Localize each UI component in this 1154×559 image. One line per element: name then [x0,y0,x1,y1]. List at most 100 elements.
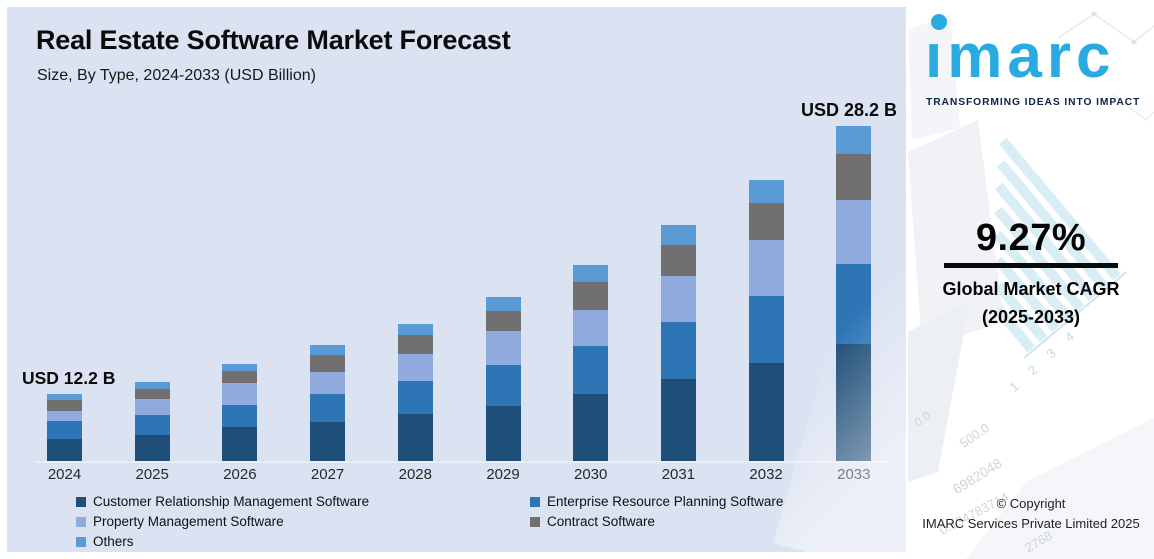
segment-customer-relationship-management-software [573,393,609,461]
segment-contract-software [47,399,82,411]
segment-others [660,224,696,245]
chart-subtitle: Size, By Type, 2024-2033 (USD Billion) [37,67,316,84]
x-tick-2025: 2025 [135,466,169,483]
bar-2030 [573,265,609,461]
segment-contract-software [660,244,696,277]
segment-others [397,323,433,336]
bar-2028 [397,323,433,462]
bar-2027 [310,344,346,461]
segment-property-management-software [660,276,696,322]
bar-2033 [836,126,872,461]
segment-customer-relationship-management-software [748,362,784,461]
legend-label: Others [93,534,134,549]
segment-others [310,344,346,355]
chart-legend: Customer Relationship Management Softwar… [76,494,783,549]
segment-contract-software [134,388,170,399]
segment-enterprise-resource-planning-software [573,346,609,394]
segment-property-management-software [222,383,258,405]
segment-contract-software [836,154,872,201]
x-tick-2029: 2029 [486,466,520,483]
copyright-line2: IMARC Services Private Limited 2025 [922,516,1140,531]
watermark-number: 1 2 3 4 [1006,324,1083,395]
x-axis-line [35,461,891,463]
bars-container [7,7,906,462]
legend-swatch-icon [530,516,540,527]
legend-swatch-icon [76,536,86,547]
segment-property-management-software [397,354,433,382]
copyright: © Copyright IMARC Services Private Limit… [908,494,1154,534]
legend-label: Enterprise Resource Planning Software [547,494,784,509]
watermark-number: 6982048 [949,454,1005,498]
segment-property-management-software [310,371,346,394]
segment-others [47,393,82,400]
segment-enterprise-resource-planning-software [397,381,433,415]
cagr-value: 9.27% [975,217,1087,259]
segment-enterprise-resource-planning-software [134,415,170,435]
bar-2025 [134,381,170,461]
annotation-2033-total: USD 28.2 B [800,100,897,120]
segment-others [836,126,872,155]
legend-label: Customer Relationship Management Softwar… [93,494,370,509]
bar-2031 [660,224,696,461]
segment-customer-relationship-management-software [660,378,696,461]
watermark-number: 500.0 [956,420,992,451]
segment-enterprise-resource-planning-software [310,393,346,422]
copyright-line1: © Copyright [996,496,1066,511]
segment-enterprise-resource-planning-software [836,264,872,345]
segment-property-management-software [573,309,609,347]
segment-contract-software [485,310,521,332]
chart-canvas: 2024 2025 2026 2027 2028 2029 2030 2031 2032 2033… [7,7,906,552]
x-tick-2030: 2030 [574,466,608,483]
bar-2026 [222,363,258,462]
segment-others [134,381,170,389]
legend-item-contract-software: Contract Software [530,514,783,529]
logo-wordmark: ımarc [925,22,1116,91]
segment-property-management-software [836,200,872,265]
segment-contract-software [573,281,609,310]
segment-contract-software [748,202,784,240]
legend-label: Property Management Software [93,514,284,529]
segment-enterprise-resource-planning-software [660,321,696,379]
bar-2032 [748,179,784,461]
legend-swatch-icon [530,496,540,507]
segment-customer-relationship-management-software [310,421,346,461]
x-tick-2024: 2024 [47,466,82,483]
chart-panel: Real Estate Software Market Forecast Siz… [7,7,906,552]
legend-item-property-management-software: Property Management Software [76,514,530,529]
bar-2029 [485,296,521,461]
x-tick-2027: 2027 [310,466,345,483]
page-title: Real Estate Software Market Forecast [36,25,511,55]
x-tick-2033: 2033 [837,466,871,483]
x-tick-2031: 2031 [661,466,696,483]
segment-enterprise-resource-planning-software [748,295,784,363]
x-tick-2026: 2026 [223,466,257,483]
segment-contract-software [310,354,346,372]
watermark-number: 0.0 [911,408,934,430]
segment-others [748,179,784,203]
segment-customer-relationship-management-software [397,414,433,461]
segment-customer-relationship-management-software [836,344,872,461]
segment-property-management-software [485,331,521,366]
legend-item-others: Others [76,534,530,549]
annotation-2024-total: USD 12.2 B [22,368,116,388]
bar-2024 [47,393,82,461]
legend-label: Contract Software [547,514,656,529]
x-tick-2032: 2032 [749,466,783,483]
segment-customer-relationship-management-software [485,405,521,461]
segment-others [485,296,521,311]
segment-enterprise-resource-planning-software [222,404,258,427]
legend-item-customer-relationship-management-software: Customer Relationship Management Softwar… [76,494,530,509]
segment-property-management-software [134,398,170,416]
segment-customer-relationship-management-software [222,426,258,462]
legend-swatch-icon [76,496,86,507]
x-axis-labels: 2024 2025 2026 2027 2028 2029 2030 2031 2032 2033 [7,466,906,486]
segment-contract-software [397,335,433,355]
segment-others [573,265,609,282]
segment-others [222,363,258,372]
logo-dot-icon [931,14,947,30]
segment-contract-software [222,371,258,384]
segment-enterprise-resource-planning-software [485,365,521,406]
legend-swatch-icon [76,516,86,527]
legend-item-enterprise-resource-planning-software: Enterprise Resource Planning Software [530,494,783,509]
